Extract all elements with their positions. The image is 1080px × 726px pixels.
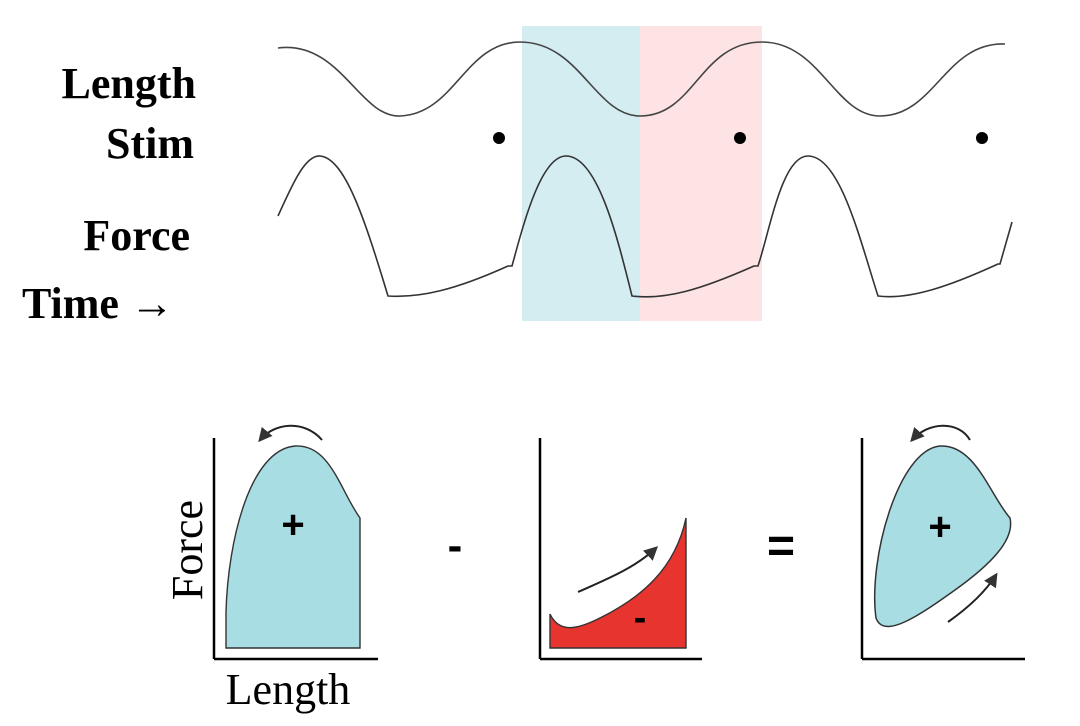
positive-loop-panel: + Force Length [163,424,378,714]
positive-sign: + [928,505,951,549]
counterclockwise-arrow-icon [258,424,323,443]
negative-work-area [549,517,687,649]
lengthening-phase-band [640,26,762,321]
length-trace-label: Length [61,59,196,108]
negative-loop-panel: - [538,438,702,661]
force-trace [277,155,1013,298]
upward-arrow-icon [947,572,998,623]
time-axis-label: Time → [22,279,174,328]
y-axis-label: Force [163,500,212,600]
stim-dot [976,132,988,144]
stim-dot [734,132,746,144]
upward-arrow-icon [577,546,659,593]
equals-operator: = [767,520,795,573]
shortening-phase-band [522,26,640,321]
positive-sign: + [281,503,304,547]
length-trace [277,41,1006,117]
stim-dot [493,132,505,144]
counterclockwise-arrow-icon [910,424,971,443]
minus-operator: - [448,521,463,570]
x-axis-label: Length [226,665,351,714]
net-work-loop [874,445,1012,628]
force-trace-label: Force [83,211,190,260]
positive-work-area [225,445,361,649]
net-work-loop-panel: + [860,424,1025,661]
negative-sign: - [634,597,647,639]
stim-trace-label: Stim [106,119,194,168]
